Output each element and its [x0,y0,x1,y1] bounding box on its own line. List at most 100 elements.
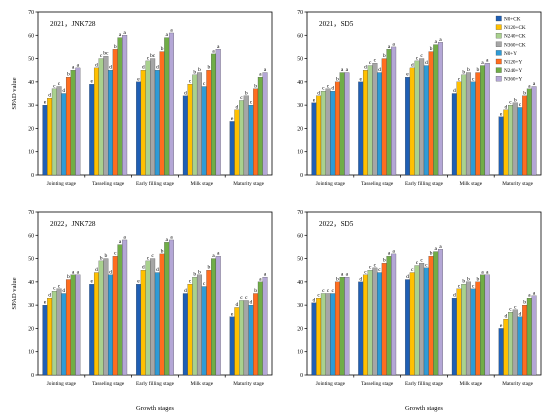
significance-label: e [91,79,94,85]
significance-label: d [142,65,145,71]
significance-label: c [514,304,517,310]
significance-label: a [533,290,536,296]
bar [257,77,263,176]
significance-label: e [137,279,140,285]
significance-label: a [170,27,173,33]
significance-label: d [48,93,51,99]
bar [112,256,118,376]
bar [182,95,188,176]
bar [56,86,62,176]
significance-label: a [123,234,126,240]
bar [344,72,350,176]
bar [334,81,340,176]
bar [386,256,392,376]
bar [229,121,235,176]
bar [498,328,504,376]
bar [192,277,198,376]
significance-label: b [383,53,386,59]
significance-label: c [411,267,414,273]
bar [461,284,467,376]
significance-label: c [151,253,154,259]
bar [164,37,170,176]
significance-label: b [198,67,201,73]
significance-label: c [240,295,243,301]
significance-label: b [523,90,526,96]
bar [503,109,509,176]
y-tick-label: 30 [297,103,303,109]
chart-title: 2021，JNK728 [50,20,96,28]
significance-label: c [317,293,320,299]
significance-label: c [189,79,192,85]
bar [108,70,114,176]
bar [229,316,235,376]
bar [140,70,146,176]
bar [391,46,397,176]
bar [325,293,331,376]
bar [423,267,429,376]
bar [498,116,504,176]
significance-label: a [77,269,80,275]
significance-label: e [44,100,47,106]
bar [93,67,99,176]
significance-label: d [504,104,507,110]
significance-label: a [166,237,169,243]
y-axis-label: SPAD value [11,77,18,109]
bar [103,258,109,376]
bar [377,272,383,376]
bar [423,65,429,176]
significance-label: c [327,288,330,294]
significance-label: a [439,244,442,250]
significance-label: c [369,60,372,66]
significance-label: b [207,65,210,71]
y-tick-label: 40 [28,280,34,286]
significance-label: b [198,269,201,275]
bar [484,274,490,376]
x-tick-label: Milk stage [460,381,483,387]
significance-label: d [411,62,414,68]
bar [414,265,420,376]
bar [211,258,217,376]
legend-label: N240+CK [504,34,526,40]
significance-label: c [114,251,117,257]
bar [253,88,259,176]
significance-label: d [519,311,522,317]
y-tick-label: 0 [31,173,34,179]
bar [475,281,481,376]
bar [433,44,439,176]
significance-label: d [48,293,51,299]
significance-label: c [374,58,377,64]
x-tick-label: Maturity stage [233,181,264,187]
bar [117,244,123,376]
bar [145,60,151,176]
legend: N0+CK N120+CK N240+CK N360+CK N0+Y N120+Y N240… [495,15,526,83]
x-axis-label: Growth stages [405,405,443,412]
significance-label: b [193,69,196,75]
significance-label: b [336,76,339,82]
bar [377,72,383,176]
legend-label: N120+Y [504,60,522,66]
bar [465,72,471,176]
significance-label: d [235,104,238,110]
significance-label: d [95,62,98,68]
y-tick-label: 60 [28,233,34,239]
bar [330,293,336,376]
bar [437,42,443,176]
significance-label: b [161,46,164,52]
bar [428,256,434,376]
x-tick-label: Tasseling stage [361,381,394,387]
significance-label: c [327,83,330,89]
bar [526,298,532,376]
bar [61,293,67,376]
significance-label: d [156,267,159,273]
bar [391,253,397,376]
significance-label: e [406,72,409,78]
significance-label: c [53,286,56,292]
bar [112,49,118,176]
y-tick-label: 70 [297,210,303,216]
bar [201,86,207,176]
bar [339,277,345,376]
y-tick-label: 0 [300,373,303,379]
significance-label: a [72,65,75,71]
